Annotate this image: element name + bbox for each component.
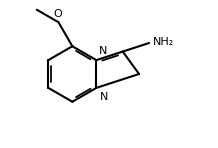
Text: O: O xyxy=(53,9,62,19)
Text: NH₂: NH₂ xyxy=(153,37,174,47)
Text: N: N xyxy=(99,46,108,56)
Text: N: N xyxy=(100,92,109,102)
